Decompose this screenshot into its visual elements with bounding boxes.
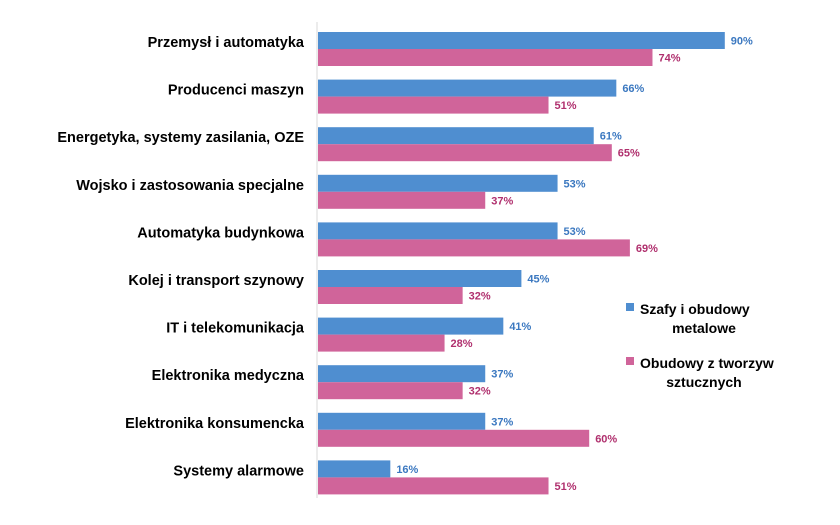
category-label: Automatyka budynkowa <box>137 225 305 241</box>
category-label: Energetyka, systemy zasilania, OZE <box>57 130 304 146</box>
data-label: 61% <box>600 131 622 143</box>
data-label: 53% <box>564 178 586 190</box>
bar-series-2 <box>318 96 549 114</box>
bar-series-2 <box>318 429 590 447</box>
legend-label-1: metalowe <box>672 320 736 336</box>
legend: Szafy i obudowy metalowe Obudowy z tworzyw… <box>626 301 774 390</box>
legend-swatch-1 <box>626 303 634 311</box>
data-label: 45% <box>527 274 549 286</box>
legend-swatch-2 <box>626 357 634 365</box>
bar-series-2 <box>318 191 486 209</box>
legend-label-2: Obudowy z tworzyw <box>640 355 774 371</box>
bar-series-1 <box>318 270 522 287</box>
data-label: 60% <box>595 433 617 445</box>
data-label: 32% <box>469 291 491 303</box>
data-label: 69% <box>636 243 658 255</box>
category-label: Systemy alarmowe <box>173 463 304 479</box>
bar-series-1 <box>318 365 486 383</box>
legend-label-1: Szafy i obudowy <box>640 301 750 317</box>
bar-series-1 <box>318 317 504 335</box>
bar-series-1 <box>318 460 391 478</box>
legend-label-2: sztucznych <box>666 374 741 390</box>
data-label: 53% <box>564 226 586 238</box>
bar-series-1 <box>318 79 617 97</box>
data-label: 37% <box>491 369 513 381</box>
bar-series-1 <box>318 127 594 145</box>
bar-series-2 <box>318 287 463 304</box>
category-label: Kolej i transport szynowy <box>128 273 304 289</box>
bar-series-2 <box>318 334 445 352</box>
category-label: Elektronika medyczna <box>152 368 305 384</box>
bar-series-1 <box>318 222 558 240</box>
data-label: 41% <box>509 321 531 333</box>
bar-series-2 <box>318 239 630 257</box>
bar-series-1 <box>318 32 725 49</box>
category-label: IT i telekomunikacja <box>166 321 305 337</box>
category-labels: Przemysł i automatyka Producenci maszyn En… <box>57 35 305 479</box>
bar-series-2 <box>318 382 463 400</box>
data-label: 51% <box>555 481 577 493</box>
data-label: 51% <box>555 100 577 112</box>
bar-series-2 <box>318 49 653 66</box>
data-label: 37% <box>491 416 513 428</box>
data-label: 90% <box>731 36 753 48</box>
data-label: 66% <box>622 83 644 95</box>
bar-series-2 <box>318 477 549 495</box>
category-label: Przemysł i automatyka <box>148 35 305 51</box>
category-label: Wojsko i zastosowania specjalne <box>76 178 304 194</box>
data-label: 74% <box>658 53 680 65</box>
bar-series-2 <box>318 144 612 162</box>
bar-series-1 <box>318 174 558 192</box>
bar-series-1 <box>318 412 486 430</box>
category-label: Elektronika konsumencka <box>125 416 305 432</box>
data-label: 65% <box>618 148 640 160</box>
category-label: Producenci maszyn <box>168 83 304 99</box>
data-label: 28% <box>451 338 473 350</box>
data-label: 32% <box>469 386 491 398</box>
bars-layer: 90% 74% 66% 51% 61% 65% 53% 37% 53% 69% 45% 32% 41% 2… <box>318 32 753 495</box>
data-label: 16% <box>396 464 418 476</box>
data-label: 37% <box>491 195 513 207</box>
